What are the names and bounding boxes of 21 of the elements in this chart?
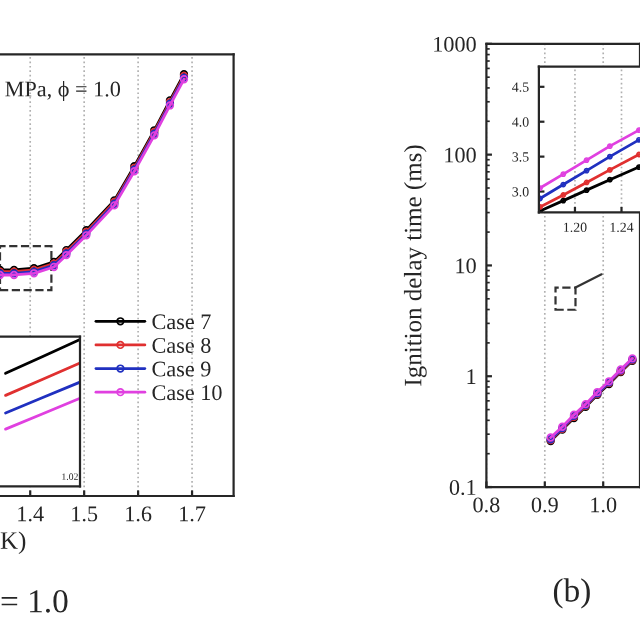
y-tick-label: 1	[467, 369, 476, 384]
text: (b)	[553, 578, 590, 609]
x-tick-label: 0.8	[473, 497, 500, 513]
legend-label: Case 7	[152, 314, 211, 330]
y-tick-label: 100	[445, 147, 476, 163]
x-axis-title: K)	[0, 531, 26, 555]
x-tick-label: 1.5	[72, 506, 98, 522]
x-tick-label: 0.9	[531, 497, 558, 513]
y-tick-label: 1000	[434, 36, 476, 52]
x-tick-label: 1.0	[591, 497, 617, 513]
x-tick-label: 1.4	[18, 506, 44, 522]
y-tick-label: 10	[456, 258, 476, 274]
x-tick-label: 1.6	[126, 506, 152, 522]
legend-label: Case 8	[152, 337, 211, 353]
annotation: MPa, ϕ = 1.0	[5, 80, 121, 102]
text: = 1.0	[1, 590, 68, 613]
legend-label: Case 10	[152, 385, 222, 401]
y-tick-label: 0.1	[449, 479, 476, 496]
x-tick-label: 1.7	[180, 506, 206, 522]
y-axis-title: Ignition delay time (ms)	[403, 145, 427, 386]
legend-label: Case 9	[152, 361, 211, 377]
